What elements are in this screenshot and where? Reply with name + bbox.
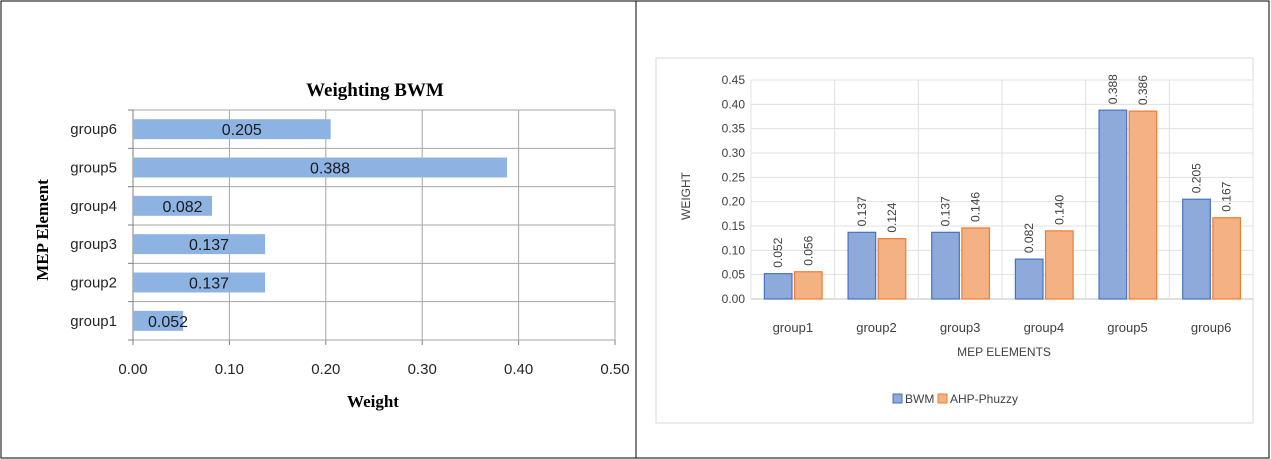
left-y-axis-title: MEP Element — [33, 179, 52, 281]
right-bar-data-label: 0.386 — [1136, 75, 1150, 105]
left-category-labels: group1 group2 group3 group4 group5 group6 — [70, 121, 117, 330]
left-chart-title: Weighting BWM — [306, 80, 444, 101]
left-x-axis-title: Weight — [347, 392, 399, 411]
right-bar-data-label: 0.205 — [1190, 163, 1204, 193]
left-category-label: group6 — [70, 121, 117, 138]
left-x-tick-label: 0.10 — [215, 361, 244, 378]
right-category-label: group5 — [1107, 320, 1147, 335]
right-y-tick-labels: 0.00 0.05 0.10 0.15 0.20 0.25 0.30 0.35 0.40 0.45 — [722, 73, 746, 306]
right-gridlines — [750, 79, 1254, 300]
left-bar-group6 — [133, 119, 331, 140]
right-bar-bwm-group5 — [1098, 109, 1128, 300]
right-bar-ahp-phuzzy-group1 — [793, 271, 823, 300]
left-bar-group5 — [133, 157, 508, 178]
right-bar-data-label: 0.167 — [1220, 181, 1234, 211]
legend-label: BWM — [905, 392, 934, 406]
right-bar-ahp-phuzzy-group3 — [961, 227, 991, 300]
right-category-labels: group1 group2 group3 group4 group5 group6 — [773, 320, 1232, 335]
right-y-tick-label: 0.35 — [722, 122, 746, 136]
right-bar-data-label: 0.146 — [969, 192, 983, 222]
right-y-tick-label: 0.25 — [722, 170, 746, 184]
right-bar-data-label: 0.137 — [939, 196, 953, 226]
right-bar-data-label: 0.056 — [801, 235, 815, 265]
left-bar-data-label: 0.082 — [163, 199, 203, 216]
left-bar-data-label: 0.137 — [189, 237, 229, 254]
left-category-label: group4 — [70, 198, 117, 215]
legend-swatch-bwm — [892, 393, 903, 404]
right-category-label: group3 — [940, 320, 980, 335]
left-bar-group4 — [133, 195, 213, 216]
right-bar-data-label: 0.137 — [855, 196, 869, 226]
right-bar-data-label: 0.124 — [885, 202, 899, 232]
left-bar-data-label: 0.137 — [189, 276, 229, 293]
right-bar-bwm-group4 — [1014, 258, 1044, 300]
right-bar-bwm-group6 — [1182, 198, 1211, 300]
right-bar-ahp-phuzzy-group5 — [1128, 110, 1158, 300]
right-y-tick-label: 0.45 — [722, 73, 746, 87]
right-y-tick-label: 0.30 — [722, 146, 746, 160]
right-category-label: group2 — [856, 320, 896, 335]
legend-swatch-ahp-phuzzy — [937, 393, 948, 404]
right-category-label: group4 — [1024, 320, 1064, 335]
legend-label: AHP-Phuzzy — [950, 392, 1018, 406]
right-y-tick-label: 0.05 — [722, 268, 746, 282]
left-gridlines — [128, 109, 616, 345]
right-legend: BWM AHP-Phuzzy — [892, 392, 1018, 406]
left-category-label: group3 — [70, 236, 117, 253]
left-bar-data-label: 0.205 — [222, 122, 262, 139]
right-bar-ahp-phuzzy-group2 — [877, 238, 907, 300]
right-bar-ahp-phuzzy-group6 — [1212, 217, 1242, 300]
right-bar-ahp-phuzzy-group4 — [1044, 230, 1074, 300]
left-bar-group1 — [133, 310, 184, 331]
right-bar-bwm-group1 — [763, 273, 793, 300]
right-y-tick-label: 0.00 — [722, 292, 746, 306]
left-x-tick-labels: 0.00 0.10 0.20 0.30 0.40 0.50 — [118, 361, 629, 378]
right-y-axis-title: WEIGHT — [679, 171, 693, 220]
left-x-tick-label: 0.40 — [504, 361, 533, 378]
right-bar-data-label: 0.082 — [1022, 223, 1036, 253]
left-category-label: group5 — [70, 160, 117, 177]
right-y-tick-label: 0.10 — [722, 243, 746, 257]
right-category-label: group6 — [1191, 320, 1231, 335]
right-y-tick-label: 0.20 — [722, 195, 746, 209]
left-bar-data-label: 0.052 — [148, 314, 188, 331]
right-bar-bwm-group2 — [847, 231, 877, 300]
right-bar-data-label: 0.052 — [771, 237, 785, 267]
left-bar-group3 — [133, 234, 266, 255]
right-category-label: group1 — [773, 320, 813, 335]
left-x-tick-label: 0.20 — [311, 361, 340, 378]
right-y-tick-label: 0.40 — [722, 97, 746, 111]
left-bars: 0.052 0.137 0.137 0.082 0.388 0.205 — [133, 119, 508, 331]
right-bar-data-label: 0.388 — [1106, 74, 1120, 104]
left-x-tick-label: 0.30 — [408, 361, 437, 378]
left-x-tick-label: 0.00 — [118, 361, 147, 378]
left-bar-data-label: 0.388 — [310, 161, 350, 178]
right-bar-bwm-group3 — [931, 231, 960, 300]
right-y-tick-label: 0.15 — [722, 219, 746, 233]
right-bar-data-label: 0.140 — [1052, 195, 1066, 225]
right-bars: 0.052 0.056 0.137 0.124 0.137 0.146 0.082 0.140… — [763, 74, 1242, 300]
left-category-label: group2 — [70, 275, 117, 292]
comparison-bar-chart: 0.052 0.056 0.137 0.124 0.137 0.146 0.082 0.140… — [655, 57, 1254, 424]
left-x-tick-label: 0.50 — [600, 361, 629, 378]
bwm-bar-chart: Weighting BWM 0.0520.1370.1370.0820.3880… — [33, 80, 630, 411]
right-x-axis-title: MEP ELEMENTS — [957, 345, 1051, 359]
left-bar-group2 — [133, 272, 266, 293]
left-category-label: group1 — [70, 313, 117, 330]
